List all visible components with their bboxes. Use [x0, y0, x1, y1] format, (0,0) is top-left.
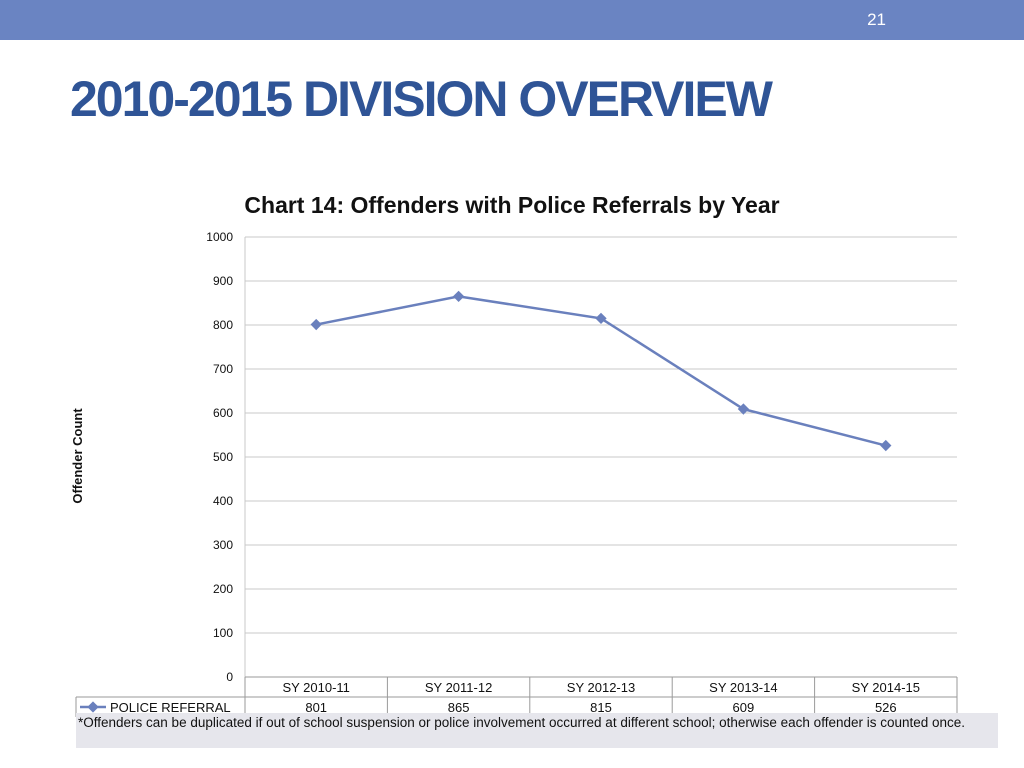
y-tick-label: 1000: [206, 230, 233, 244]
table-value-cell: 801: [305, 700, 327, 715]
y-axis-label: Offender Count: [70, 408, 85, 504]
slide-title: 2010-2015 DIVISION OVERVIEW: [70, 71, 773, 127]
footnote: *Offenders can be duplicated if out of s…: [76, 713, 998, 748]
page-number: 21: [867, 10, 886, 29]
header-bar: 21: [0, 0, 1024, 40]
y-tick-label: 900: [213, 274, 233, 288]
data-point: [737, 403, 750, 415]
y-tick-label: 300: [213, 538, 233, 552]
y-tick-label: 200: [213, 582, 233, 596]
table-value-cell: 526: [875, 700, 897, 715]
table-value-cell: 865: [448, 700, 470, 715]
y-tick-label: 400: [213, 494, 233, 508]
y-tick-label: 700: [213, 362, 233, 376]
legend-marker: [87, 701, 99, 713]
data-point: [310, 318, 322, 331]
data-point: [880, 439, 892, 452]
data-point: [595, 312, 607, 325]
chart-title: Chart 14: Offenders with Police Referral…: [244, 192, 780, 218]
legend-label: POLICE REFERRAL: [110, 700, 231, 715]
x-category-label: SY 2014-15: [852, 680, 920, 695]
y-tick-label: 800: [213, 318, 233, 332]
table-value-cell: 815: [590, 700, 612, 715]
y-tick-label: 600: [213, 406, 233, 420]
x-category-label: SY 2012-13: [567, 680, 635, 695]
x-category-label: SY 2011-12: [425, 680, 492, 695]
data-point: [452, 290, 465, 303]
x-category-label: SY 2010-11: [282, 680, 349, 695]
x-category-label: SY 2013-14: [709, 680, 777, 695]
y-tick-label: 100: [213, 626, 233, 640]
y-tick-label: 500: [213, 450, 233, 464]
table-value-cell: 609: [733, 700, 755, 715]
y-tick-label: 0: [226, 670, 233, 684]
